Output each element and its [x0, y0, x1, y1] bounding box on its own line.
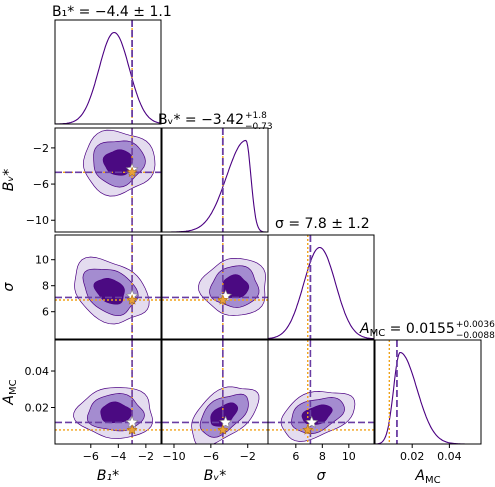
panel-frame — [54, 234, 162, 340]
panels-layer — [54, 19, 482, 445]
contour-1sigma — [102, 149, 134, 176]
y-axis-label-sigma: σ — [1, 281, 17, 291]
panel-title-sigma: σ = 7.8 ± 1.2 — [275, 216, 370, 232]
x-tick-label-B1: −6 — [83, 450, 99, 463]
y-axis-label-Bv: Bᵥ* — [1, 169, 17, 191]
x-axis-label-Bv: Bᵥ* — [204, 468, 226, 484]
marginal-curve — [162, 139, 268, 232]
x-axis-label-sub: MC — [425, 475, 441, 486]
panel-frame — [267, 339, 375, 445]
title-symbol-sub: MC — [370, 328, 386, 339]
orange-star — [126, 166, 138, 178]
orange-star — [217, 294, 229, 305]
panel-title-Bv: Bᵥ* = −3.42 — [158, 112, 244, 128]
title-sup-Bv: +1.8 — [245, 111, 267, 121]
contour-1sigma — [210, 402, 239, 427]
panel-frame — [54, 339, 162, 445]
x-tick-label-B1: −2 — [138, 450, 154, 463]
y-tick-label-Bv: −6 — [33, 178, 49, 191]
orange-star — [217, 424, 229, 435]
y-tick-label-AMC: 0.02 — [25, 402, 50, 415]
x-axis-label-B1: B₁* — [97, 468, 119, 484]
orange-star — [126, 294, 138, 305]
y-tick-label-sigma: 8 — [42, 280, 49, 293]
contour-panel-AMC-vs-B1 — [55, 340, 161, 444]
x-tick-label-sigma: 6 — [292, 450, 299, 463]
marginal-curve — [268, 246, 374, 339]
panel-frame — [267, 234, 375, 340]
title-sub-Bv: −0.73 — [245, 122, 273, 132]
contour-panel-Bv-vs-B1 — [55, 128, 161, 232]
panel-title-B1: B₁* = −4.4 ± 1.1 — [52, 4, 172, 20]
contour-panel-AMC-vs-Bv — [162, 340, 268, 444]
title-value: = 0.0155 — [385, 321, 455, 337]
marginal-curve — [55, 31, 161, 124]
y-tick-label-sigma: 10 — [35, 254, 49, 267]
orange-star — [126, 424, 138, 435]
marginal-panel-AMC — [375, 340, 481, 444]
x-tick-label-sigma: 10 — [342, 450, 356, 463]
marginal-panel-B1 — [55, 20, 161, 124]
panel-frame — [54, 127, 162, 233]
y-tick-label-sigma: 6 — [42, 306, 49, 319]
x-axis-label-sigma: σ — [317, 468, 327, 484]
contour-panel-sigma-vs-B1 — [55, 235, 161, 339]
x-tick-label-AMC: 0.02 — [400, 450, 425, 463]
contour-panel-sigma-vs-Bv — [162, 235, 268, 339]
orange-star — [302, 424, 314, 435]
title-symbol: A — [359, 321, 370, 337]
x-tick-label-AMC: 0.04 — [437, 450, 462, 463]
panel-title-AMC: AMC = 0.0155 — [359, 321, 455, 339]
title-sup-AMC: +0.0036 — [456, 320, 495, 330]
y-tick-label-Bv: −2 — [33, 142, 49, 155]
x-tick-label-B1: −4 — [110, 450, 126, 463]
marginal-panel-Bv — [162, 128, 268, 232]
y-axis-label-sub: MC — [8, 379, 19, 395]
panel-frame — [374, 339, 482, 445]
x-axis-label-AMC: AMC — [414, 468, 440, 486]
panel-frame — [161, 127, 269, 233]
y-axis-label-AMC: AMC — [1, 379, 19, 405]
x-tick-label-Bv: −6 — [203, 450, 219, 463]
x-tick-label-sigma: 8 — [319, 450, 326, 463]
title-sub-AMC: −0.0088 — [456, 331, 495, 341]
contour-1sigma — [100, 401, 132, 424]
panel-frame — [54, 19, 162, 125]
y-tick-label-Bv: −10 — [26, 214, 49, 227]
x-tick-label-Bv: −10 — [162, 450, 185, 463]
truth-star — [305, 415, 319, 428]
contour-panel-AMC-vs-sigma — [268, 340, 374, 444]
contour-1sigma — [301, 404, 333, 425]
marginal-curve — [375, 351, 481, 444]
marginal-panel-sigma — [268, 235, 374, 339]
x-tick-label-Bv: −2 — [240, 450, 256, 463]
y-tick-label-AMC: 0.04 — [25, 365, 50, 378]
